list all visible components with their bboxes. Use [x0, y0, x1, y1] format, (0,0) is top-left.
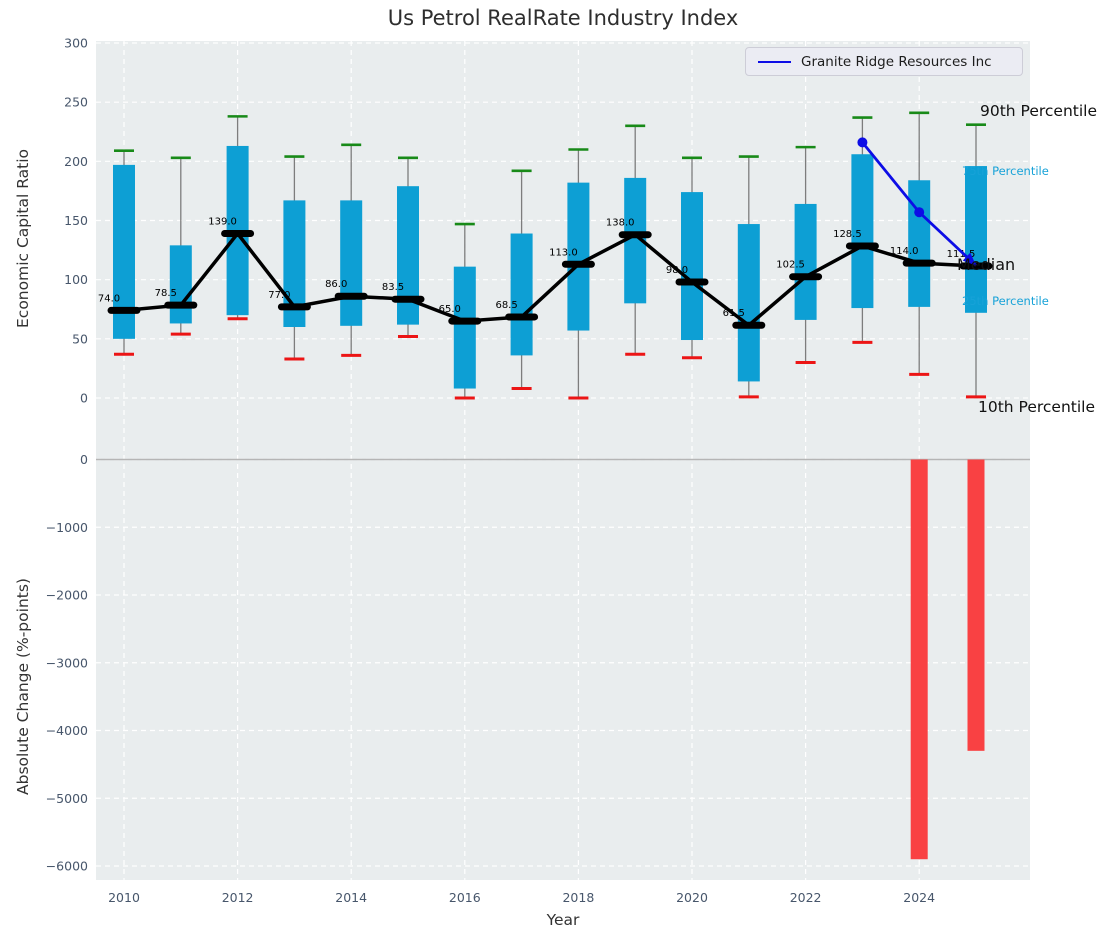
svg-text:300: 300: [64, 36, 88, 51]
legend: Granite Ridge Resources Inc: [745, 47, 1023, 76]
annotation-25th-percentile: 25th Percentile: [962, 294, 1049, 308]
median-value-label-2015: 83.5: [382, 282, 404, 293]
change-bar-2024: [911, 460, 928, 860]
svg-text:100: 100: [64, 272, 88, 287]
y-axis-label-bottom: Absolute Change (%-points): [14, 578, 32, 795]
annotation-75th-percentile: 75th Percentile: [962, 164, 1049, 178]
svg-text:0: 0: [80, 391, 88, 406]
annotation-10th-percentile: 10th Percentile: [978, 398, 1095, 416]
svg-text:2016: 2016: [449, 890, 481, 905]
legend-line-sample: [758, 61, 791, 63]
median-value-label-2016: 65.0: [439, 304, 461, 315]
median-value-label-2023: 128.5: [833, 229, 862, 240]
annotation-median: Median: [957, 255, 1015, 274]
chart-canvas: 74.0 78.5 139.0 77.0 86.0 83.5 65.0 68.5 113.0 13…: [0, 0, 1114, 942]
median-value-label-2019: 138.0: [606, 218, 635, 229]
svg-text:−5000: −5000: [46, 791, 88, 806]
median-value-label-2020: 98.0: [666, 265, 688, 276]
annotation-90th-percentile: 90th Percentile: [980, 102, 1097, 120]
svg-text:250: 250: [64, 95, 88, 110]
median-value-label-2017: 68.5: [495, 300, 517, 311]
svg-text:−1000: −1000: [46, 520, 88, 535]
svg-text:150: 150: [64, 213, 88, 228]
svg-text:−2000: −2000: [46, 588, 88, 603]
svg-text:2014: 2014: [335, 890, 367, 905]
x-axis-label: Year: [96, 911, 1030, 929]
figure: 74.0 78.5 139.0 77.0 86.0 83.5 65.0 68.5 113.0 13…: [0, 0, 1114, 942]
legend-series-label: Granite Ridge Resources Inc: [801, 54, 992, 70]
y-axis-label-top: Economic Capital Ratio: [14, 149, 32, 328]
svg-text:2024: 2024: [903, 890, 935, 905]
svg-text:−6000: −6000: [46, 859, 88, 874]
median-value-label-2024: 114.0: [890, 246, 919, 257]
svg-text:50: 50: [72, 331, 88, 346]
box-2010: [113, 151, 135, 355]
median-value-label-2012: 139.0: [208, 217, 237, 228]
svg-text:2018: 2018: [562, 890, 594, 905]
median-value-label-2011: 78.5: [155, 288, 177, 299]
median-value-label-2018: 113.0: [549, 247, 578, 258]
svg-text:2010: 2010: [108, 890, 140, 905]
median-value-label-2021: 61.5: [723, 308, 745, 319]
svg-text:2022: 2022: [790, 890, 822, 905]
svg-text:2020: 2020: [676, 890, 708, 905]
median-value-label-2010: 74.0: [98, 293, 120, 304]
svg-text:2012: 2012: [222, 890, 254, 905]
svg-text:−3000: −3000: [46, 655, 88, 670]
chart-title: Us Petrol RealRate Industry Index: [96, 6, 1030, 30]
svg-text:−4000: −4000: [46, 723, 88, 738]
company-marker-2024: [914, 207, 924, 217]
company-marker-2023: [857, 137, 867, 147]
median-value-label-2014: 86.0: [325, 279, 347, 290]
svg-text:200: 200: [64, 154, 88, 169]
median-value-label-2022: 102.5: [776, 260, 805, 271]
change-bar-2025: [968, 460, 985, 751]
median-value-label-2013: 77.0: [268, 290, 290, 301]
svg-text:0: 0: [80, 452, 88, 467]
